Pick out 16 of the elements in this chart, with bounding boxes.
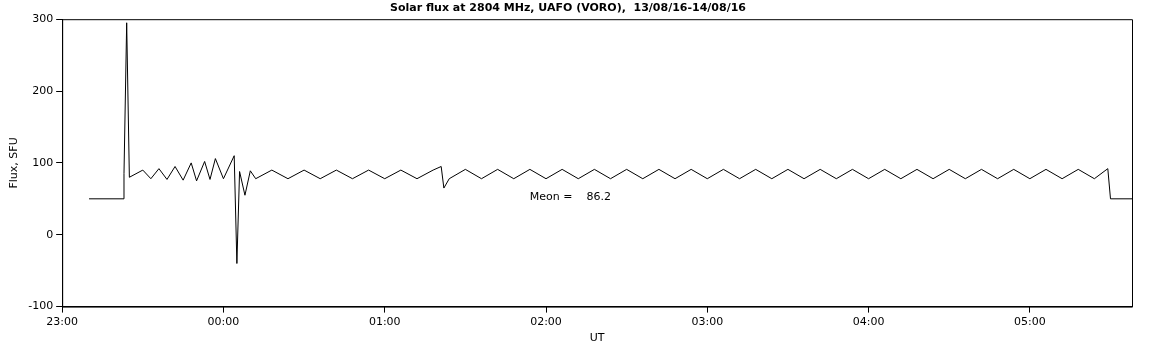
x-tick-label: 00:00 — [207, 315, 240, 329]
x-tick-label: 03:00 — [691, 315, 724, 329]
x-tick-label: 04:00 — [852, 315, 885, 329]
x-axis-title: UT — [589, 331, 605, 345]
y-tick-label: 200 — [32, 83, 54, 97]
annotation: Meon = 86.2 — [529, 190, 611, 204]
y-tick-label: 300 — [32, 12, 54, 26]
y-axis-title: Flux, SFU — [7, 137, 21, 189]
y-tick-label: -100 — [28, 299, 54, 313]
x-tick-label: 23:00 — [46, 315, 79, 329]
y-tick-label: 0 — [46, 227, 54, 241]
x-tick-label: 01:00 — [368, 315, 401, 329]
x-tick-label: 02:00 — [530, 315, 562, 329]
y-tick-label: 100 — [32, 155, 54, 169]
chart-title: Solar flux at 2804 MHz, UAFO (VORO), 13/08/16-14/08/16 — [389, 1, 747, 15]
x-tick-label: 05:00 — [1014, 315, 1046, 329]
